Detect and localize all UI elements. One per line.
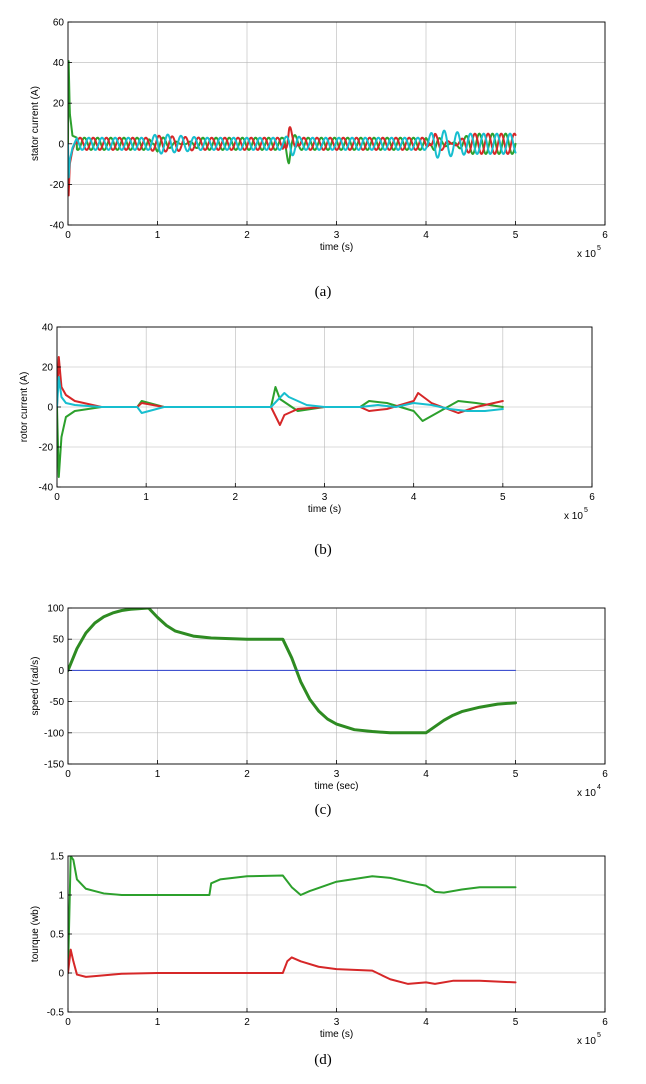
x-tick-label: 6: [589, 492, 595, 503]
x-tick-label: 3: [334, 1017, 340, 1028]
panel-caption: (d): [314, 1052, 332, 1068]
y-tick-label: 20: [42, 363, 54, 374]
series-line-1: [68, 856, 517, 974]
x-tick-label: 4: [423, 1017, 429, 1028]
series-line-1: [68, 608, 517, 735]
x-tick-label: 1: [155, 769, 161, 780]
y-tick-label: 0: [58, 969, 64, 980]
x-tick-label: 4: [411, 492, 417, 503]
y-tick-label: 0: [58, 139, 64, 150]
y-tick-label: 100: [47, 604, 64, 615]
x-tick-label: 6: [602, 230, 608, 241]
x-tick-label: 0: [54, 492, 60, 503]
x-axis-multiplier-exponent: 5: [584, 507, 588, 514]
x-tick-label: 0: [65, 1017, 71, 1028]
x-tick-label: 0: [65, 769, 71, 780]
y-axis-label: speed (rad/s): [30, 657, 41, 716]
x-tick-label: 1: [155, 1017, 161, 1028]
y-tick-label: 40: [53, 58, 65, 69]
y-axis-label: rotor current (A): [19, 372, 30, 443]
y-tick-label: -150: [44, 760, 64, 771]
y-axis-label: tourque (wb): [30, 906, 41, 962]
y-tick-label: 0: [58, 666, 64, 677]
x-tick-label: 6: [602, 1017, 608, 1028]
x-tick-label: 3: [334, 769, 340, 780]
x-axis-label: time (s): [320, 242, 353, 253]
y-tick-label: 20: [53, 99, 65, 110]
x-tick-label: 6: [602, 769, 608, 780]
y-tick-label: 60: [53, 18, 65, 29]
series-line-2: [57, 356, 504, 426]
x-tick-label: 2: [244, 1017, 250, 1028]
panel-caption: (c): [315, 802, 332, 818]
y-tick-label: -40: [39, 483, 54, 494]
x-tick-label: 2: [244, 769, 250, 780]
x-axis-label: time (s): [308, 504, 341, 515]
y-tick-label: -0.5: [47, 1008, 65, 1019]
x-tick-label: 5: [513, 230, 519, 241]
x-tick-label: 0: [65, 230, 71, 241]
y-tick-label: 50: [53, 635, 65, 646]
x-axis-multiplier: x 10: [577, 1036, 596, 1047]
x-tick-label: 1: [155, 230, 161, 241]
x-axis-multiplier: x 10: [564, 511, 583, 522]
series-line-3: [57, 376, 504, 414]
x-tick-label: 5: [513, 769, 519, 780]
x-tick-label: 2: [244, 230, 250, 241]
y-tick-label: -40: [50, 221, 65, 232]
x-axis-label: time (sec): [315, 781, 359, 792]
x-tick-label: 4: [423, 230, 429, 241]
x-tick-label: 1: [143, 492, 149, 503]
x-tick-label: 3: [334, 230, 340, 241]
x-axis-multiplier-exponent: 5: [597, 1032, 601, 1039]
y-tick-label: 1.5: [50, 852, 64, 863]
panel-caption: (a): [315, 284, 332, 300]
y-tick-label: 0.5: [50, 930, 64, 941]
x-axis-label: time (s): [320, 1029, 353, 1040]
x-tick-label: 3: [322, 492, 328, 503]
y-tick-label: -50: [50, 697, 65, 708]
x-tick-label: 4: [423, 769, 429, 780]
chart-panel-3: 0 1 2 3 4 5 6 -150 -100 -50 0 50 100 time (sec) speed …: [30, 604, 608, 819]
y-tick-label: -100: [44, 728, 64, 739]
x-axis-multiplier-exponent: 5: [597, 245, 601, 252]
series-line-3: [68, 129, 517, 179]
x-tick-label: 2: [233, 492, 239, 503]
x-axis-multiplier: x 10: [577, 249, 596, 260]
x-tick-label: 5: [513, 1017, 519, 1028]
panel-caption: (b): [314, 542, 332, 558]
y-tick-label: 40: [42, 323, 54, 334]
x-axis-multiplier: x 10: [577, 788, 596, 799]
x-axis-multiplier-exponent: 4: [597, 784, 601, 791]
series-line-2: [68, 948, 517, 985]
y-tick-label: 1: [58, 891, 64, 902]
y-tick-label: -20: [39, 443, 54, 454]
y-axis-label: stator current (A): [30, 86, 41, 161]
y-tick-label: -20: [50, 180, 65, 191]
y-tick-label: 0: [47, 403, 53, 414]
x-tick-label: 5: [500, 492, 506, 503]
